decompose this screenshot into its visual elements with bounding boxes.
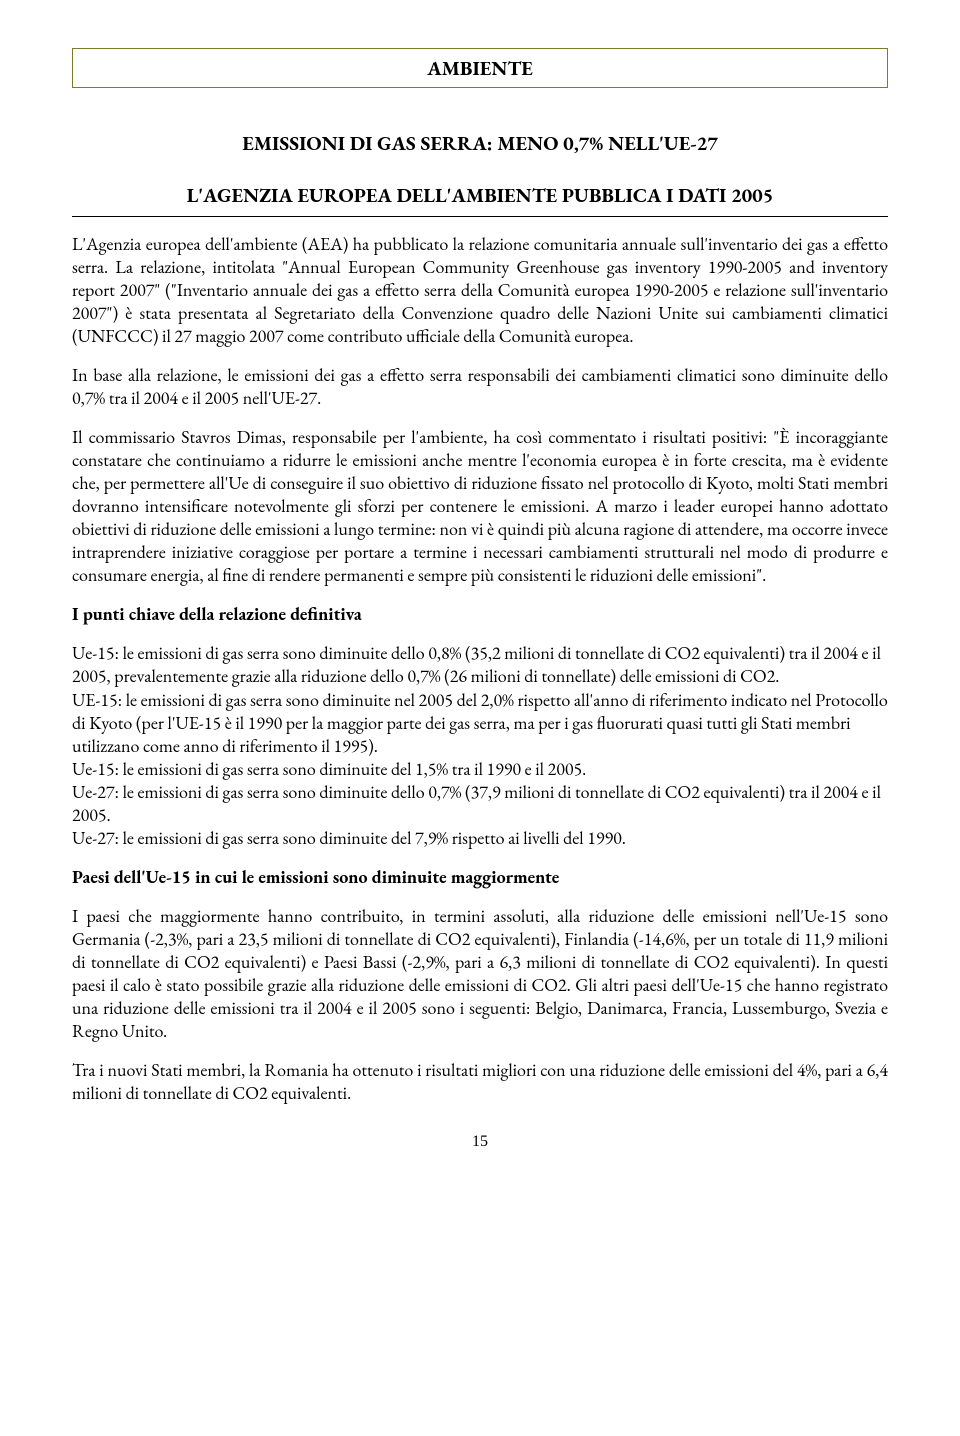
document-title: EMISSIONI DI GAS SERRA: MENO 0,7% NELL'U… [72,130,888,156]
page-number: 15 [72,1133,888,1151]
paragraph-reduction: In base alla relazione, le emissioni dei… [72,364,888,410]
key-point-2: UE-15: le emissioni di gas serra sono di… [72,689,888,758]
key-point-3: Ue-15: le emissioni di gas serra sono di… [72,758,888,781]
paragraph-commissioner-quote: Il commissario Stavros Dimas, responsabi… [72,426,888,587]
paragraph-intro: L'Agenzia europea dell'ambiente (AEA) ha… [72,233,888,348]
key-points-block: Ue-15: le emissioni di gas serra sono di… [72,642,888,849]
document-subtitle: L'AGENZIA EUROPEA DELL'AMBIENTE PUBBLICA… [72,182,888,208]
key-point-1: Ue-15: le emissioni di gas serra sono di… [72,642,888,688]
subheading-countries: Paesi dell'Ue-15 in cui le emissioni son… [72,866,888,889]
key-point-4: Ue-27: le emissioni di gas serra sono di… [72,781,888,827]
subheading-key-points: I punti chiave della relazione definitiv… [72,603,888,626]
section-header: AMBIENTE [72,48,888,88]
title-divider [72,216,888,217]
paragraph-new-members: Tra i nuovi Stati membri, la Romania ha … [72,1059,888,1105]
key-point-5: Ue-27: le emissioni di gas serra sono di… [72,827,888,850]
document-page: AMBIENTE EMISSIONI DI GAS SERRA: MENO 0,… [0,0,960,1191]
paragraph-ue15-countries: I paesi che maggiormente hanno contribui… [72,905,888,1043]
